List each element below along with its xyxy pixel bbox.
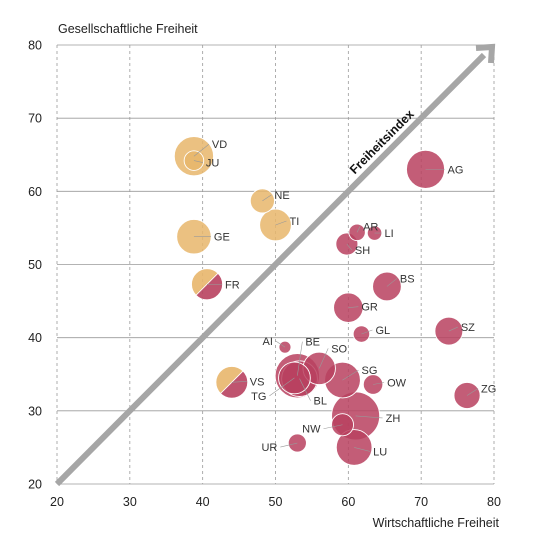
label-ge: GE <box>214 232 230 244</box>
y-tick-label: 50 <box>28 258 42 272</box>
leader-line-sz <box>448 326 458 332</box>
bubble-gl <box>352 325 371 343</box>
label-sz: SZ <box>461 322 475 334</box>
label-bl: BL <box>314 396 327 408</box>
y-tick-label: 70 <box>28 112 42 126</box>
y-tick-label: 80 <box>28 39 42 53</box>
leader-line-zh <box>355 415 383 419</box>
y-tick-label: 30 <box>28 404 42 418</box>
label-bs: BS <box>400 273 415 285</box>
label-vs: VS <box>250 376 265 388</box>
label-gr: GR <box>361 302 378 314</box>
x-tick-label: 40 <box>196 495 210 509</box>
leader-line-ti <box>275 220 287 226</box>
leader-line-so <box>318 348 329 369</box>
bubble-ur <box>287 433 307 453</box>
label-li: LI <box>385 228 394 240</box>
leader-line-ar <box>356 226 361 233</box>
leader-line-ne <box>262 194 272 202</box>
x-tick-label: 70 <box>414 495 428 509</box>
y-tick-label: 20 <box>28 478 42 492</box>
leader-line-bl <box>299 378 311 401</box>
leader-line-ur <box>280 442 298 448</box>
label-ag: AG <box>448 164 464 176</box>
leader-line-zg <box>466 388 479 396</box>
label-ne: NE <box>274 190 289 202</box>
label-ow: OW <box>387 377 407 389</box>
leader-line-sg <box>342 369 359 381</box>
label-lu: LU <box>373 446 387 458</box>
bubble-ti <box>259 208 292 242</box>
leader-line-bs <box>386 278 398 287</box>
label-ti: TI <box>290 216 300 228</box>
label-sh: SH <box>355 245 370 257</box>
y-tick-label: 60 <box>28 185 42 199</box>
label-gl: GL <box>375 325 390 337</box>
x-tick-label: 50 <box>269 495 283 509</box>
bubble-vs-lower <box>220 370 249 399</box>
bubble-fr-lower <box>195 272 223 301</box>
leader-line-be <box>297 341 303 376</box>
freiheitsindex-arrowhead <box>475 43 496 64</box>
leader-line-vs <box>231 380 247 383</box>
x-tick-label: 60 <box>341 495 355 509</box>
label-nw: NW <box>302 424 321 436</box>
leader-line-ow <box>373 382 385 385</box>
leader-line-vd <box>193 143 210 157</box>
label-tg: TG <box>251 391 266 403</box>
label-ur: UR <box>261 442 277 454</box>
label-ai: AI <box>263 336 273 348</box>
label-zg: ZG <box>481 383 496 395</box>
bubble-vs-upper <box>215 366 244 395</box>
label-zh: ZH <box>386 413 401 425</box>
x-tick-label: 20 <box>50 495 64 509</box>
label-vd: VD <box>212 139 227 151</box>
bubble-fr-upper <box>191 268 219 296</box>
leader-line-lu <box>354 447 371 452</box>
leader-line-sh <box>346 243 353 251</box>
leader-line-ju <box>193 160 203 163</box>
y-tick-label: 40 <box>28 331 42 345</box>
label-sg: SG <box>362 365 378 377</box>
leader-line-gl <box>361 329 373 335</box>
leader-line-ai <box>275 340 286 348</box>
label-fr: FR <box>225 279 240 291</box>
label-be: BE <box>305 337 320 349</box>
leader-line-nw <box>323 424 343 430</box>
leader-line-gr <box>348 306 359 308</box>
label-so: SO <box>331 343 347 355</box>
label-ar: AR <box>363 221 378 233</box>
freiheitsindex-arrow <box>54 52 487 487</box>
y-axis-title: Gesellschaftliche Freiheit <box>58 22 198 36</box>
leader-line-tg <box>269 377 295 397</box>
label-ju: JU <box>206 158 220 170</box>
x-tick-label: 30 <box>123 495 137 509</box>
x-tick-label: 80 <box>487 495 501 509</box>
x-axis-title: Wirtschaftliche Freiheit <box>372 516 499 530</box>
